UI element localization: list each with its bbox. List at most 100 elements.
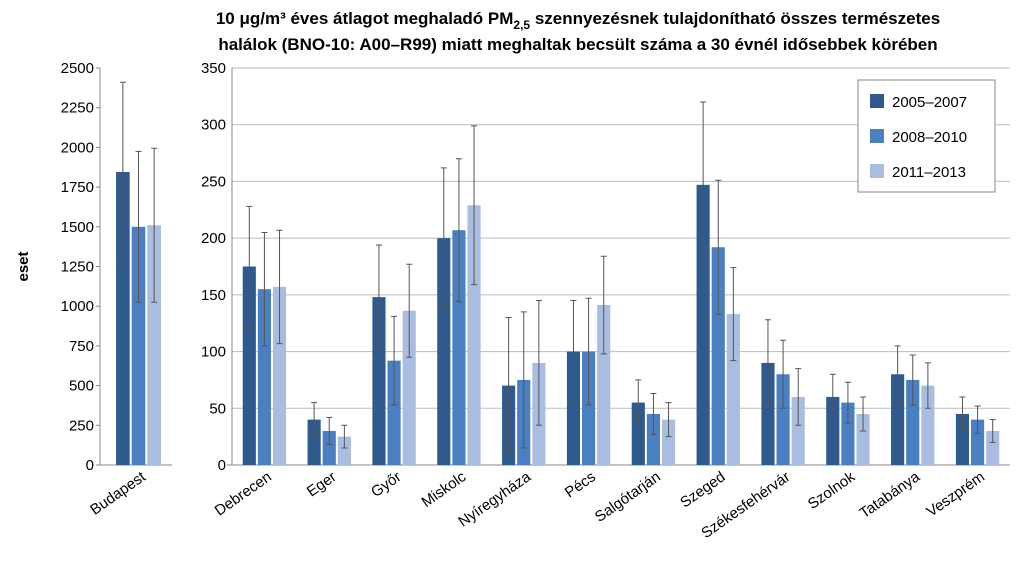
bar [437, 238, 451, 465]
y-tick-label: 1500 [61, 219, 94, 236]
x-tick-label: Szolnok [805, 468, 859, 513]
error-bar [119, 81, 126, 263]
y-tick-label: 0 [218, 457, 226, 474]
bar [726, 314, 740, 465]
y-tick-label: 50 [209, 400, 226, 417]
title-part: szennyezésnek tulajdonítható összes term… [530, 9, 940, 28]
bar [597, 305, 611, 465]
legend-label: 2005–2007 [892, 94, 967, 111]
bar [452, 230, 466, 465]
x-tick-label: Nyíregyháza [455, 468, 534, 531]
error-bar [730, 267, 737, 362]
bar [776, 374, 790, 465]
bar [955, 413, 970, 465]
y-tick-label: 250 [69, 417, 94, 434]
y-tick-label: 300 [201, 117, 226, 134]
error-bar [505, 317, 512, 455]
bar [257, 289, 271, 465]
y-tick-label: 350 [201, 60, 226, 77]
bar [891, 374, 905, 465]
x-tick-label: Salgótarján [592, 468, 664, 525]
error-bar [311, 402, 318, 438]
error-bar [989, 419, 996, 443]
error-bar [406, 263, 413, 358]
bar [841, 402, 855, 465]
error-bar [326, 416, 333, 446]
y-tick-label: 2500 [61, 60, 94, 77]
y-tick-label: 2000 [61, 139, 94, 156]
bar [387, 360, 401, 465]
error-bar [924, 362, 931, 409]
error-bar [764, 319, 771, 407]
chart-title: halálok (BNO-10: A00–R99) miatt meghalta… [218, 35, 937, 54]
error-bar [570, 300, 577, 404]
error-bar [650, 393, 657, 435]
x-tick-label: Veszprém [923, 468, 987, 520]
x-tick-label: Pécs [562, 468, 599, 501]
error-bar [974, 405, 981, 434]
x-tick-label: Debrecen [212, 468, 275, 519]
bar [986, 430, 1000, 465]
legend-swatch [870, 94, 884, 108]
y-tick-label: 250 [201, 173, 226, 190]
legend-label: 2011–2013 [892, 164, 966, 181]
error-bar [795, 368, 802, 426]
bar [322, 430, 336, 465]
error-bar [600, 255, 607, 355]
bar [661, 419, 676, 465]
x-tick-label: Eger [304, 468, 340, 500]
y-tick-label: 1250 [61, 259, 94, 276]
bar [116, 172, 130, 465]
bar [761, 362, 775, 465]
bar [467, 205, 481, 465]
error-bar [829, 373, 836, 421]
bar [147, 225, 161, 465]
error-bar [585, 297, 592, 406]
error-bar [844, 381, 851, 424]
x-tick-label: Szeged [677, 468, 728, 511]
bar [402, 310, 416, 465]
legend-swatch [870, 164, 884, 178]
error-bar [894, 345, 901, 404]
bar [372, 297, 386, 465]
y-tick-label: 1000 [61, 298, 94, 315]
error-bar [276, 229, 283, 345]
y-tick-label: 0 [86, 457, 94, 474]
y-axis-label: eset [15, 251, 32, 281]
error-bar [455, 158, 462, 303]
error-bar [700, 101, 707, 269]
legend-swatch [870, 129, 884, 143]
bar [337, 436, 351, 465]
bar [791, 396, 805, 465]
x-tick-label: Miskolc [418, 468, 469, 511]
chart-title: 10 μg/m³ éves átlagot meghaladó PM2,5 sz… [216, 9, 940, 32]
title-part: 10 μg/m³ éves átlagot meghaladó PM [216, 9, 514, 28]
bar [856, 413, 870, 465]
x-tick-label: Tatabánya [857, 468, 924, 522]
error-bar [959, 396, 966, 432]
y-tick-label: 750 [69, 338, 94, 355]
error-bar [535, 300, 542, 426]
y-tick-label: 100 [201, 344, 226, 361]
title-subscript: 2,5 [513, 18, 530, 32]
y-tick-label: 2250 [61, 100, 94, 117]
bar [242, 266, 256, 465]
bar [631, 402, 645, 465]
y-tick-label: 1750 [61, 179, 94, 196]
bar [971, 419, 985, 465]
bar [272, 286, 287, 465]
error-bar [471, 125, 478, 286]
error-bar [715, 179, 722, 315]
error-bar [341, 424, 348, 449]
error-bar [635, 379, 642, 426]
error-bar [780, 339, 787, 409]
bar [646, 413, 660, 465]
error-bar [246, 205, 253, 328]
error-bar [391, 315, 398, 406]
bar [566, 351, 581, 465]
bar [131, 226, 146, 465]
x-tick-label: Budapest [87, 468, 149, 519]
error-bar [440, 167, 447, 309]
y-tick-label: 500 [69, 378, 94, 395]
